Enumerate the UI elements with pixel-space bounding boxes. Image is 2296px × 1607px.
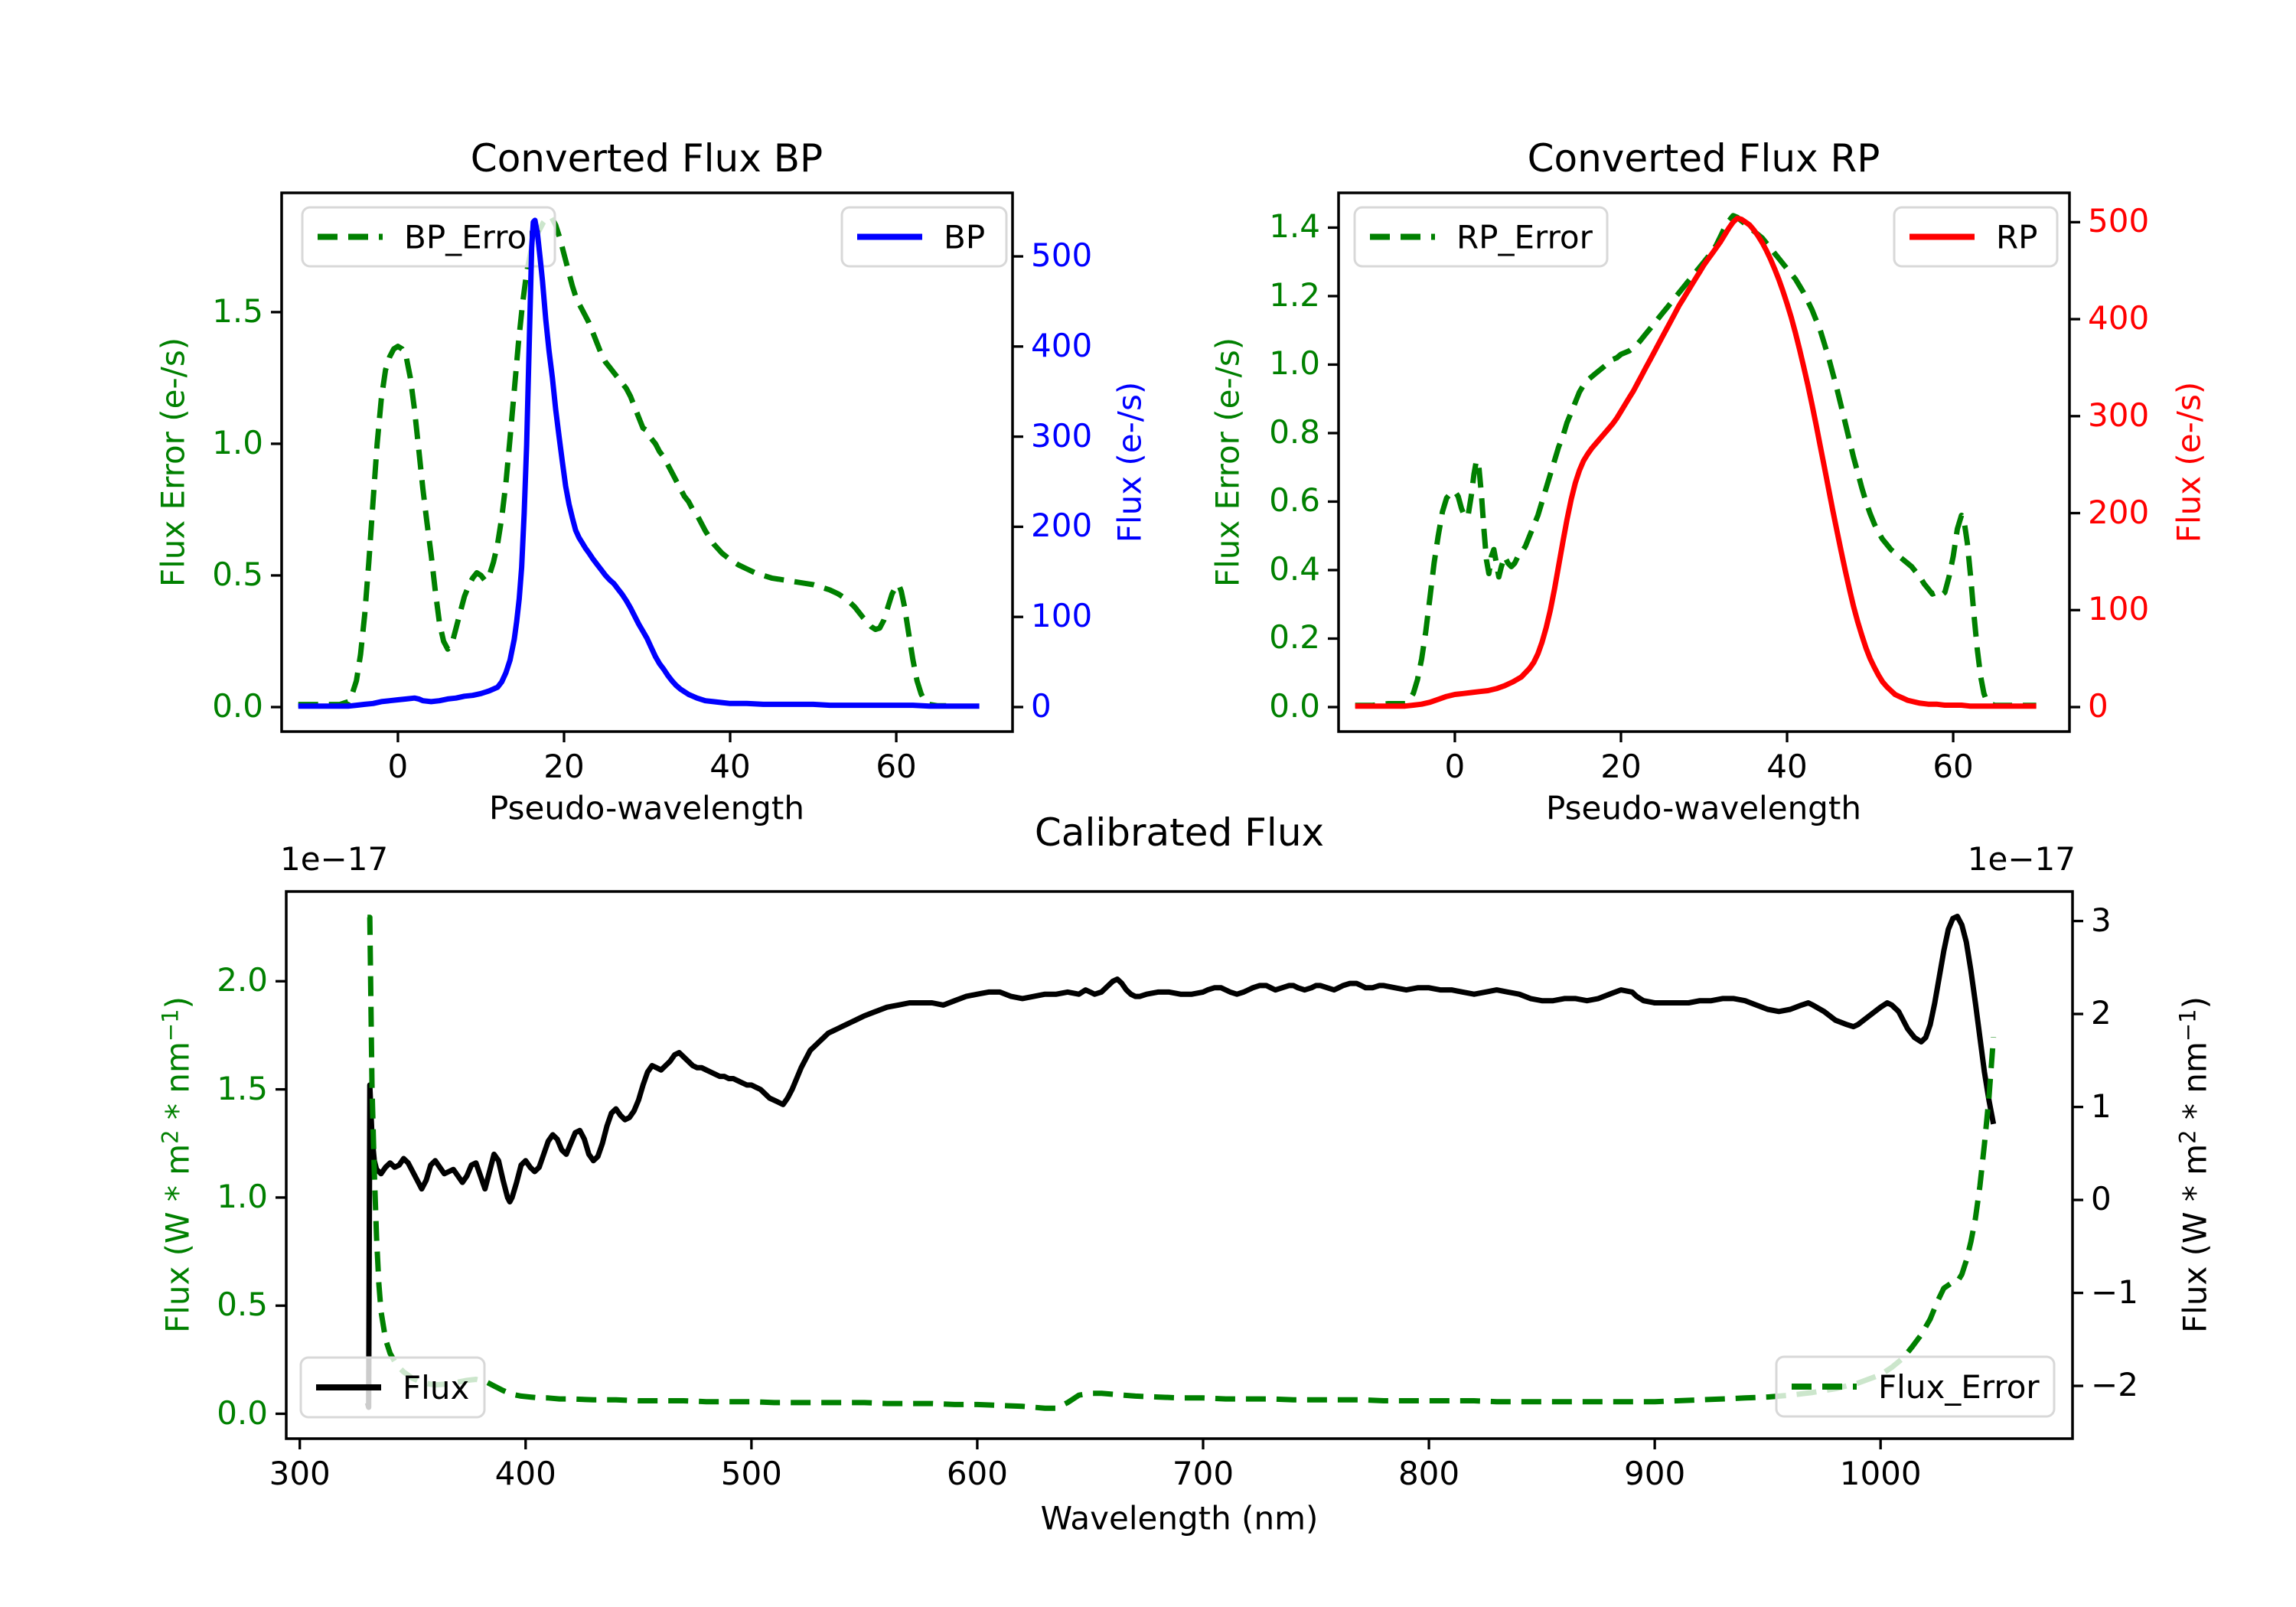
legend-rp-error: RP_Error (1353, 206, 1609, 268)
y-tick-label-left: 0.4 (1269, 549, 1320, 588)
y-tick-label-left: 1.2 (1269, 275, 1320, 314)
x-tick-label: 0 (387, 748, 409, 785)
legend-label: BP_Error (404, 219, 540, 256)
y-tick-label-left: 0.6 (1269, 481, 1320, 520)
series-flux (364, 914, 1997, 1410)
y-tick-label-right: 0 (1031, 686, 1052, 725)
series-rp (1355, 215, 2037, 709)
y-tick-label-right: 300 (1031, 416, 1093, 455)
legend-bp: BP (840, 206, 1008, 268)
x-tick-label: 800 (1397, 1455, 1460, 1492)
x-tick-label: 20 (1600, 748, 1642, 785)
y-tick-label-right: −2 (2091, 1366, 2138, 1404)
y-tick-label-right: −1 (2091, 1273, 2138, 1311)
x-tick-label: 700 (1172, 1455, 1234, 1492)
y-tick-label-left: 1.0 (217, 1177, 268, 1215)
subplot-0: BP_Error BP (271, 191, 1023, 742)
y-tick-label-right: 500 (2088, 202, 2150, 240)
y-tick-label-left: 0.0 (212, 687, 263, 725)
subplot-2: Flux Flux_Error (276, 890, 2083, 1449)
offset-text-right: 1e−17 (1967, 840, 2076, 878)
y-tick-label-right: 400 (2088, 299, 2150, 337)
y-tick-label-left: 2.0 (217, 961, 268, 999)
y-tick-label-right: 3 (2091, 901, 2112, 939)
offset-text-left: 1e−17 (280, 840, 389, 878)
y-tick-label-left: 1.5 (217, 1069, 268, 1107)
y-tick-label-right: 2 (2091, 994, 2112, 1032)
legend-flux-error: Flux_Error (1775, 1355, 2056, 1418)
y-tick-label-right: 200 (2088, 493, 2150, 531)
legend-label: RP_Error (1456, 219, 1593, 256)
legend-flux: Flux (299, 1356, 486, 1419)
y-tick-label-right: 400 (1031, 326, 1093, 364)
y-tick-label-left: 0.2 (1269, 618, 1320, 657)
axes-spines (280, 191, 1014, 733)
series-bp-error (298, 214, 947, 709)
x-tick-label: 600 (946, 1455, 1008, 1492)
x-tick-label: 40 (1766, 748, 1808, 785)
y-tick-label-left: 1.0 (212, 423, 263, 461)
x-tick-label: 900 (1624, 1455, 1686, 1492)
legend-rp: RP (1893, 206, 2059, 268)
y-tick-label-left: 0.5 (212, 555, 263, 593)
y-tick-label-left: 0.0 (1269, 687, 1320, 725)
y-tick-label-left: 1.4 (1269, 207, 1320, 246)
legend-label: BP (944, 219, 985, 256)
series-rp-error (1355, 213, 2037, 709)
y-tick-label-right: 300 (2088, 396, 2150, 434)
series-flux-error (367, 914, 1997, 1411)
y-tick-label-left: 1.0 (1269, 344, 1320, 383)
x-tick-label: 40 (709, 748, 751, 785)
x-tick-label: 60 (1932, 748, 1974, 785)
legend-label: Flux (403, 1369, 469, 1407)
y-tick-label-right: 500 (1031, 236, 1093, 275)
legend-bp-error: BP_Error (301, 206, 556, 268)
x-tick-label: 500 (720, 1455, 782, 1492)
y-tick-label-right: 0 (2088, 687, 2108, 725)
y-tick-label-left: 0.0 (217, 1393, 268, 1432)
x-tick-label: 400 (494, 1455, 556, 1492)
y-tick-label-right: 1 (2091, 1087, 2112, 1125)
y-tick-label-right: 100 (2088, 590, 2150, 628)
y-tick-label-right: 0 (2091, 1180, 2112, 1218)
x-tick-label: 20 (543, 748, 585, 785)
x-tick-label: 300 (269, 1455, 331, 1492)
axes-spines (285, 890, 2074, 1440)
y-tick-label-left: 0.8 (1269, 412, 1320, 451)
axes-spines (1337, 191, 2071, 733)
y-tick-label-left: 1.5 (212, 292, 263, 330)
subplot-1: RP_Error RP (1328, 191, 2080, 742)
legend-label: Flux_Error (1878, 1368, 2040, 1406)
y-tick-label-right: 200 (1031, 507, 1093, 545)
series-bp (298, 217, 980, 709)
legend-label: RP (1996, 219, 2038, 256)
x-tick-label: 60 (876, 748, 917, 785)
y-tick-label-right: 100 (1031, 597, 1093, 635)
y-tick-label-left: 0.5 (217, 1286, 268, 1324)
x-tick-label: 1000 (1839, 1455, 1922, 1492)
x-tick-label: 0 (1444, 748, 1466, 785)
